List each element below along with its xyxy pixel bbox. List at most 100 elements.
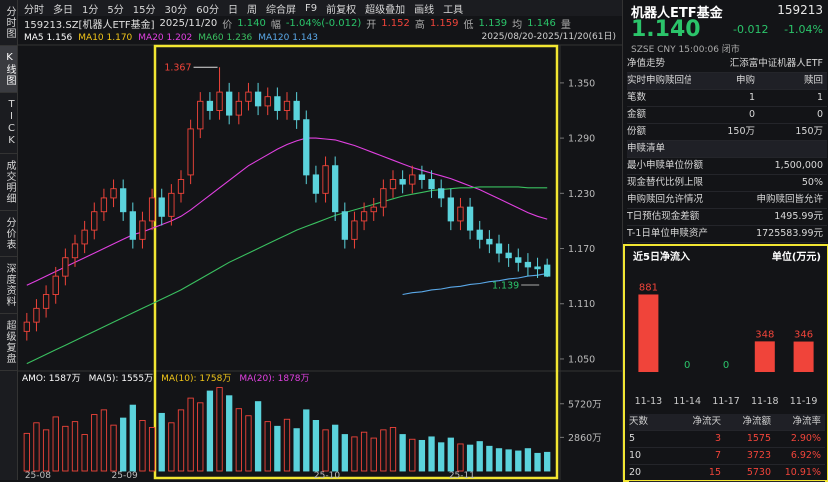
ma-line [26,137,548,286]
y-tick-label: 1.230 [568,189,595,200]
x-tick-label: 25-11 [449,471,475,480]
volume-bar [226,395,233,472]
volume-bar [216,387,223,472]
volume-bar [187,397,194,472]
volume-bar [274,425,281,472]
ma-legend-item: MA5 1.156 [24,32,73,43]
volume-bar [505,449,512,472]
flow-bar [754,341,775,372]
volume-bar [235,408,242,472]
candle-body [380,188,387,208]
flow-cell: 3 [714,433,721,444]
info-cell: 最小申赎单位份额 [627,160,704,171]
candle-body [168,192,175,217]
toolbar-item[interactable]: 60分 [196,4,219,16]
candle-body [524,261,532,268]
volume-bar [120,417,127,472]
flow-date: 11-14 [673,396,701,407]
info-cell: 汇添富中证机器人ETF [729,58,823,69]
flow-bar [793,341,814,372]
quote-item: 1.146 [527,17,556,29]
volume-bar [544,451,551,472]
change: -0.012 [733,23,769,36]
toolbar-item[interactable]: 日 [227,4,238,16]
toolbar-item[interactable]: 画线 [414,4,435,16]
toolbar-item[interactable]: 30分 [164,4,188,16]
flow-header: 天数 净流天 净流额 净流率 [629,414,825,431]
y-tick-label: 1.350 [568,78,595,89]
info-row: 最小申赎单位份额 1,500,000 [627,158,827,175]
info-cell: 0 [748,109,755,120]
candle-body [52,275,59,295]
volume-bar [389,427,397,472]
candle-body [466,206,474,231]
volume-bar [360,431,368,472]
side-tab[interactable]: 分价表 [0,211,17,257]
quote-item: 1.152 [381,17,410,29]
toolbar-item[interactable]: 15分 [132,4,156,16]
info-row: 申赎清单 [627,141,827,158]
flow-date: 11-13 [635,396,663,407]
y-tick-label: 1.050 [568,354,595,365]
candle-body [264,96,271,107]
highlight-box [153,44,559,480]
info-cell: 1725583.99元 [756,228,823,239]
volume-bar [380,429,387,472]
toolbar-item[interactable]: 超级叠加 [365,4,406,16]
volume-bar [351,436,358,472]
info-cell: 现金替代比例上限 [627,177,704,188]
volume-bar [264,421,271,472]
toolbar-item[interactable]: 5分 [107,4,124,16]
flow-value: 346 [794,330,813,341]
volume-bar [438,442,445,472]
side-tab[interactable]: TICK [0,93,17,154]
ma-legend-item: MA20 1.202 [138,32,193,43]
info-cell: 1 [816,92,823,103]
change-pct: -1.04% [784,23,823,36]
quote-item: 2025/11/20 [159,17,218,29]
y-tick-label: 1.170 [568,244,595,255]
candle-body [438,188,445,199]
quote-item: 均 [512,19,523,31]
side-tab[interactable]: K线图 [0,46,17,93]
side-tab[interactable]: 超级复盘 [0,314,17,371]
flow-row: 5 3 1575 2.90% [629,431,825,448]
candle-body [399,179,406,185]
volume-bar [100,409,108,472]
info-row: 申购赎回允许情况 申购赎回皆允许 [627,192,827,209]
flow-cell: 10 [629,450,642,461]
candle-body [283,100,291,111]
info-cell: 0 [816,109,823,120]
toolbar-item[interactable]: 周 [246,4,257,16]
quote-item: 量 [560,19,571,31]
info-cell: 申购 [735,75,755,86]
toolbar-item[interactable]: 工具 [443,4,464,16]
candle-body [187,128,194,176]
candle-body [71,243,79,259]
side-tab[interactable]: 成交明细 [0,154,17,211]
flow-value: 0 [684,360,690,371]
toolbar-item[interactable]: 分时 [24,4,44,16]
toolbar-item[interactable]: 综合屏 [265,4,296,16]
volume-legend: AMO: 1587万 [22,374,81,384]
volume-bar [110,424,117,472]
info-row: 笔数 1 1 [627,90,827,107]
volume-bar [139,419,146,472]
volume-bar [245,415,252,472]
info-cell: 1495.99元 [774,211,823,222]
toolbar-item[interactable]: 多日 [53,4,73,16]
candle-body [33,307,40,323]
flow-chart: 近5日净流入 单位(万元) 881 11-13 0 11-14 0 11-17 348 11-18… [633,250,821,407]
toolbar-item[interactable]: F9 [304,2,318,14]
side-tab[interactable]: 分时图 [0,0,17,46]
info-cell: T日预估现金差额 [627,211,700,222]
toolbar-item[interactable]: 前复权 [326,4,357,16]
volume-bar [206,390,214,472]
quote-item: 高 [414,19,425,31]
flow-cell: 15 [708,467,721,478]
toolbar-item[interactable]: 1分 [82,4,99,16]
ma-legend-item: MA60 1.236 [198,32,253,43]
candle-body [197,100,204,130]
side-tab[interactable]: 深度资料 [0,257,17,314]
